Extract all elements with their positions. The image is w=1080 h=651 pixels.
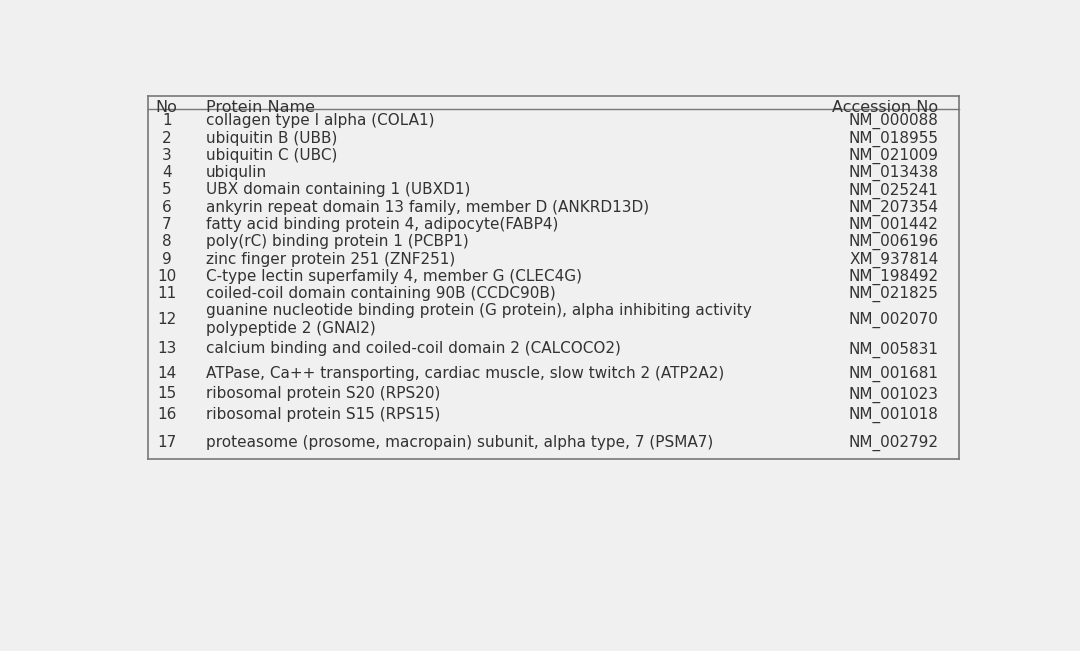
Text: 17: 17 <box>158 435 176 450</box>
Text: poly(rC) binding protein 1 (PCBP1): poly(rC) binding protein 1 (PCBP1) <box>206 234 469 249</box>
Text: 2: 2 <box>162 130 172 146</box>
Text: 8: 8 <box>162 234 172 249</box>
Text: XM_937814: XM_937814 <box>849 251 939 268</box>
Text: 7: 7 <box>162 217 172 232</box>
Text: collagen type I alpha (COLA1): collagen type I alpha (COLA1) <box>206 113 434 128</box>
Text: UBX domain containing 1 (UBXD1): UBX domain containing 1 (UBXD1) <box>206 182 471 197</box>
Text: polypeptide 2 (GNAI2): polypeptide 2 (GNAI2) <box>206 321 376 336</box>
Text: NM_198492: NM_198492 <box>849 269 939 285</box>
Text: NM_001023: NM_001023 <box>849 387 939 403</box>
Text: NM_025241: NM_025241 <box>849 182 939 199</box>
Text: Accession No: Accession No <box>833 100 939 115</box>
Text: 5: 5 <box>162 182 172 197</box>
Text: 6: 6 <box>162 200 172 215</box>
Text: NM_000088: NM_000088 <box>849 113 939 130</box>
Text: NM_002070: NM_002070 <box>849 312 939 328</box>
Text: 10: 10 <box>158 269 176 284</box>
Text: ubiqulin: ubiqulin <box>206 165 267 180</box>
Text: 16: 16 <box>157 408 176 422</box>
Text: ubiquitin C (UBC): ubiquitin C (UBC) <box>206 148 338 163</box>
Text: NM_005831: NM_005831 <box>849 342 939 357</box>
Text: NM_006196: NM_006196 <box>848 234 939 251</box>
Text: zinc finger protein 251 (ZNF251): zinc finger protein 251 (ZNF251) <box>206 251 456 266</box>
Text: NM_002792: NM_002792 <box>849 435 939 451</box>
Text: ribosomal protein S15 (RPS15): ribosomal protein S15 (RPS15) <box>206 408 441 422</box>
Text: NM_018955: NM_018955 <box>849 130 939 146</box>
Text: NM_021009: NM_021009 <box>849 148 939 164</box>
Text: guanine nucleotide binding protein (G protein), alpha inhibiting activity: guanine nucleotide binding protein (G pr… <box>206 303 752 318</box>
Text: ubiquitin B (UBB): ubiquitin B (UBB) <box>206 130 338 146</box>
Text: NM_207354: NM_207354 <box>849 200 939 216</box>
Text: coiled-coil domain containing 90B (CCDC90B): coiled-coil domain containing 90B (CCDC9… <box>206 286 556 301</box>
Text: calcium binding and coiled-coil domain 2 (CALCOCO2): calcium binding and coiled-coil domain 2… <box>206 342 621 357</box>
Text: NM_021825: NM_021825 <box>849 286 939 302</box>
Text: 15: 15 <box>158 387 176 402</box>
Text: fatty acid binding protein 4, adipocyte(FABP4): fatty acid binding protein 4, adipocyte(… <box>206 217 558 232</box>
Text: 9: 9 <box>162 251 172 266</box>
Text: 3: 3 <box>162 148 172 163</box>
Text: 14: 14 <box>158 366 176 381</box>
Text: NM_013438: NM_013438 <box>849 165 939 181</box>
Text: ankyrin repeat domain 13 family, member D (ANKRD13D): ankyrin repeat domain 13 family, member … <box>206 200 649 215</box>
Text: ATPase, Ca++ transporting, cardiac muscle, slow twitch 2 (ATP2A2): ATPase, Ca++ transporting, cardiac muscl… <box>206 366 725 381</box>
Text: 11: 11 <box>158 286 176 301</box>
Text: NM_001018: NM_001018 <box>849 408 939 423</box>
Text: NM_001681: NM_001681 <box>849 366 939 382</box>
Text: NM_001442: NM_001442 <box>849 217 939 233</box>
Text: No: No <box>156 100 178 115</box>
Text: 1: 1 <box>162 113 172 128</box>
Text: ribosomal protein S20 (RPS20): ribosomal protein S20 (RPS20) <box>206 387 441 402</box>
Text: Protein Name: Protein Name <box>206 100 315 115</box>
Text: C-type lectin superfamily 4, member G (CLEC4G): C-type lectin superfamily 4, member G (C… <box>206 269 582 284</box>
Text: proteasome (prosome, macropain) subunit, alpha type, 7 (PSMA7): proteasome (prosome, macropain) subunit,… <box>206 435 714 450</box>
Text: 13: 13 <box>157 342 176 357</box>
Text: 12: 12 <box>158 312 176 327</box>
Text: 4: 4 <box>162 165 172 180</box>
